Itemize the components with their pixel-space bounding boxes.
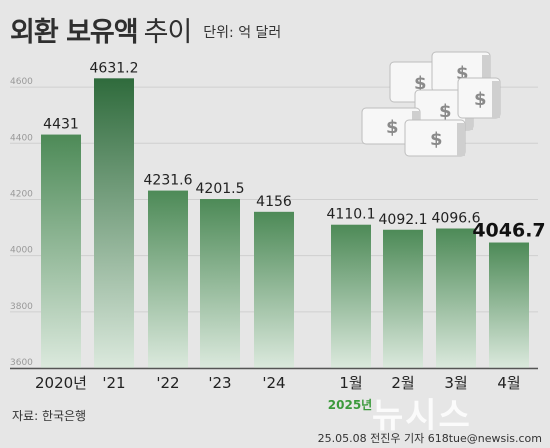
dollar-sign-icon: $ xyxy=(430,129,443,150)
y-tick-label: 4400 xyxy=(10,133,33,143)
newsis-watermark: 뉴시스 xyxy=(372,396,472,436)
bar xyxy=(331,224,371,368)
unit-label: 단위: 억 달러 xyxy=(203,25,282,41)
y-tick-label: 3800 xyxy=(10,302,33,312)
x-tick-label: 2020년 xyxy=(35,374,87,392)
dollar-sign-icon: $ xyxy=(439,101,452,122)
x-tick-label: '22 xyxy=(156,374,179,392)
money-bundle-side xyxy=(457,123,465,156)
x-tick-label: '24 xyxy=(262,374,285,392)
chart-title: 외환 보유액 xyxy=(10,17,139,48)
bar xyxy=(200,199,240,368)
x-tick-label: 2월 xyxy=(391,374,414,392)
x-tick-label: 4월 xyxy=(497,374,520,392)
bar xyxy=(254,211,294,368)
bar xyxy=(41,134,81,368)
money-bundle-side xyxy=(482,55,490,92)
credit-line: 25.05.08 전진우 기자 618tue@newsis.com xyxy=(317,432,542,445)
bar xyxy=(436,228,476,368)
bar xyxy=(383,229,423,368)
dollar-sign-icon: $ xyxy=(474,89,487,110)
bar xyxy=(489,242,529,368)
y-tick-label: 4000 xyxy=(10,246,33,256)
data-label: 4096.6 xyxy=(432,211,481,227)
y-tick-label: 3600 xyxy=(10,358,33,368)
dollar-sign-icon: $ xyxy=(386,117,399,138)
dollar-sign-icon: $ xyxy=(414,73,427,94)
data-label: 4431 xyxy=(43,117,79,133)
data-label: 4110.1 xyxy=(327,207,376,223)
bar xyxy=(94,78,134,369)
year-group-label: 2025년 xyxy=(328,398,372,412)
source-note: 자료: 한국은행 xyxy=(12,409,87,423)
x-tick-label: '21 xyxy=(102,374,125,392)
chart-title-block: 외환 보유액 추이 단위: 억 달러 xyxy=(10,10,281,49)
bar xyxy=(148,190,188,368)
y-tick-label: 4200 xyxy=(10,189,33,199)
data-label: 4156 xyxy=(256,194,292,210)
x-tick-label: 3월 xyxy=(444,374,467,392)
data-label: 4201.5 xyxy=(196,181,245,197)
money-bundle-side xyxy=(492,81,500,118)
x-tick-label: 1월 xyxy=(339,374,362,392)
x-tick-label: '23 xyxy=(208,374,231,392)
y-tick-label: 4600 xyxy=(10,77,33,87)
chart-title-suffix: 추이 xyxy=(143,17,193,48)
data-label: 4092.1 xyxy=(379,212,428,228)
data-label: 4631.2 xyxy=(90,60,139,76)
data-label: 4231.6 xyxy=(144,173,193,189)
data-label: 4046.7 xyxy=(472,220,545,242)
